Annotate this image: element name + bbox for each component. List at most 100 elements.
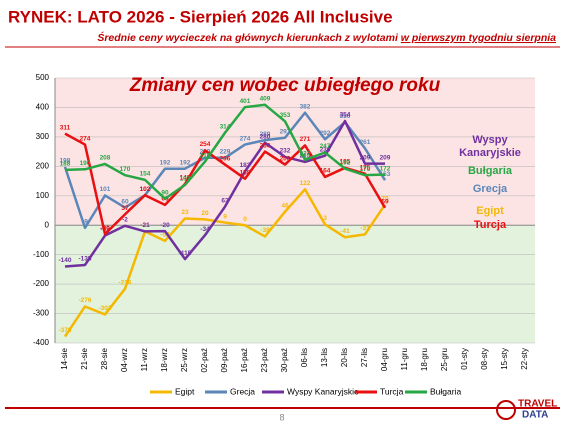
x-tick-label: 25-gru [440, 348, 449, 371]
page-number: 8 [279, 412, 284, 422]
data-label: -135 [78, 256, 91, 263]
data-label: 350 [340, 113, 351, 120]
x-tick-label: 22-sty [520, 348, 529, 370]
series-label: Wyspy Kanaryjskie [459, 134, 521, 159]
series-label: Bułgaria [467, 165, 512, 177]
x-tick-label: 06-lis [300, 348, 309, 367]
data-label: 59 [381, 199, 389, 206]
data-label: 206 [280, 155, 291, 162]
data-label: 63 [221, 197, 229, 204]
data-label: 198 [60, 158, 71, 165]
legend-label: Egipt [175, 386, 195, 396]
series-line [63, 111, 387, 230]
data-label: 209 [380, 154, 391, 161]
data-label: 297 [280, 128, 291, 135]
data-label: 23 [181, 209, 189, 216]
data-label: 274 [80, 135, 91, 142]
data-label: 9 [223, 213, 227, 220]
data-label: 401 [240, 98, 251, 105]
series-line [64, 119, 385, 268]
data-label: 164 [320, 168, 331, 175]
y-tick-label: 100 [36, 191, 50, 200]
logo-text: DATA [522, 410, 548, 421]
data-label: 158 [240, 169, 251, 176]
data-label: 153 [380, 171, 391, 178]
data-label: 274 [240, 135, 251, 142]
x-tick-label: 25-wrz [180, 348, 189, 372]
data-label: 192 [340, 159, 351, 166]
data-label: 90 [161, 189, 169, 196]
data-label: 236 [320, 146, 331, 153]
data-label: 170 [120, 166, 131, 173]
y-tick-label: -200 [33, 279, 50, 288]
x-tick-label: 01-sty [460, 348, 469, 370]
y-tick-label: 400 [36, 103, 50, 112]
data-label: -53 [160, 232, 170, 239]
data-label: 192 [160, 159, 171, 166]
data-label: 102 [140, 186, 151, 193]
legend-label: Wyspy Kanaryjskie [287, 386, 359, 396]
data-label: 122 [300, 180, 311, 187]
data-label: -303 [98, 305, 111, 312]
legend-label: Bułgaria [430, 386, 461, 396]
data-label: -216 [118, 280, 131, 287]
data-label: -31 [360, 225, 370, 232]
data-label: 20 [201, 210, 209, 217]
logo-icon [496, 400, 516, 420]
x-tick-label: 18-wrz [160, 348, 169, 372]
data-label: 280 [260, 133, 271, 140]
data-label: 37 [121, 205, 129, 212]
data-label: -2 [122, 217, 128, 224]
data-label: 215 [300, 153, 311, 160]
data-label: -20 [160, 222, 170, 229]
x-tick-label: 16-paź [240, 348, 249, 372]
y-tick-label: 300 [36, 132, 50, 141]
y-tick-label: 500 [36, 73, 50, 82]
series-line [64, 132, 387, 236]
x-tick-label: 18-gru [420, 348, 429, 371]
x-tick-label: 20-lis [340, 348, 349, 367]
x-tick-label: 08-sty [480, 348, 489, 370]
data-label: -378 [58, 327, 71, 334]
data-label: 247 [320, 143, 331, 150]
series-label: Egipt [476, 205, 504, 217]
x-tick-label: 11-wrz [140, 348, 149, 371]
data-label: 261 [360, 139, 371, 146]
x-tick-label: 04-gru [380, 348, 389, 371]
data-label: -276 [78, 297, 91, 304]
subtitle: Średnie ceny wycieczek na głównych kieru… [97, 31, 556, 44]
data-label: 101 [100, 186, 111, 193]
data-label: -41 [340, 228, 350, 235]
data-label: -115 [179, 250, 192, 257]
data-label: 0 [243, 216, 247, 223]
x-tick-label: 27-lis [360, 348, 369, 367]
series-line [63, 188, 387, 338]
data-label: 140 [180, 175, 191, 182]
data-label: 229 [220, 149, 231, 156]
data-label: 170 [360, 166, 371, 173]
subtitle-part: Średnie ceny wycieczek na głównych kieru… [97, 31, 399, 44]
data-label: 250 [260, 142, 271, 149]
data-label: 183 [240, 162, 251, 169]
data-label: 232 [280, 148, 291, 155]
data-label: 409 [260, 96, 271, 103]
data-label: 3 [323, 215, 327, 222]
data-label: 175 [360, 164, 371, 171]
x-tick-label: 21-sie [80, 347, 89, 369]
y-tick-label: -400 [33, 338, 50, 347]
data-label: 222 [300, 151, 311, 158]
data-label: 188 [60, 161, 71, 168]
x-tick-label: 13-lis [320, 348, 329, 367]
data-label: -21 [140, 222, 150, 229]
data-label: 254 [200, 141, 211, 148]
series-line [64, 103, 386, 200]
chart-title: Zmiany cen wobec ubiegłego roku [129, 75, 441, 96]
data-label: 271 [300, 136, 311, 143]
x-tick-label: 09-paź [220, 348, 229, 372]
y-tick-label: -100 [33, 250, 50, 259]
data-label: 195 [340, 159, 351, 166]
legend-label: Grecja [230, 386, 255, 396]
data-label: 206 [220, 155, 231, 162]
x-tick-label: 02-paź [200, 348, 209, 372]
